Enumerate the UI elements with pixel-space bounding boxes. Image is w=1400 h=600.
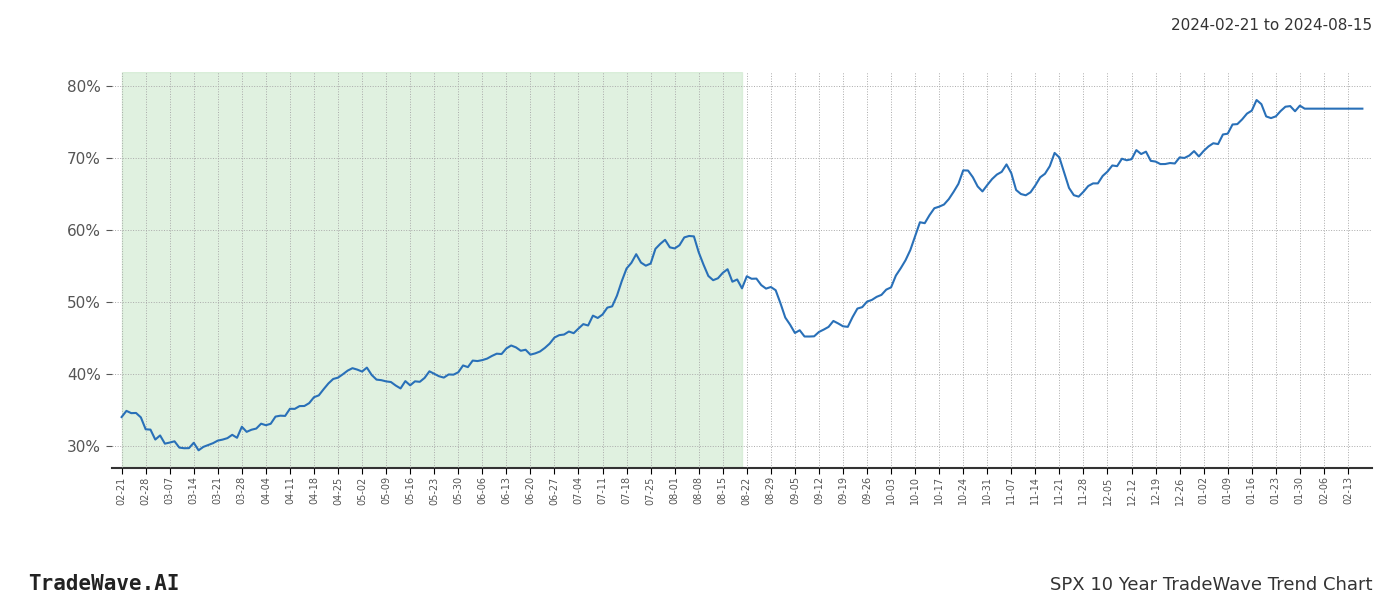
Text: TradeWave.AI: TradeWave.AI [28,574,179,594]
Bar [122,72,742,468]
Text: SPX 10 Year TradeWave Trend Chart: SPX 10 Year TradeWave Trend Chart [1050,576,1372,594]
Text: 2024-02-21 to 2024-08-15: 2024-02-21 to 2024-08-15 [1170,18,1372,33]
